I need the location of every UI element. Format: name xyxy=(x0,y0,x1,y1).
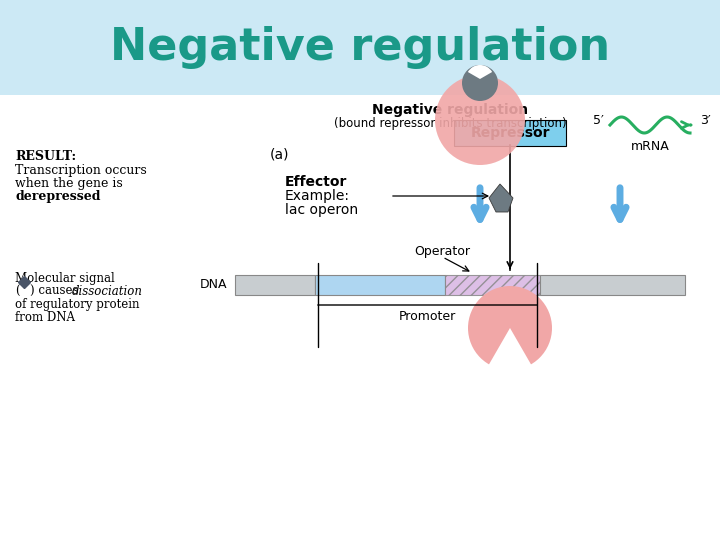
Text: from DNA: from DNA xyxy=(15,311,75,324)
Circle shape xyxy=(435,75,525,165)
Text: Negative regulation: Negative regulation xyxy=(110,26,610,69)
Text: when the gene is: when the gene is xyxy=(15,177,122,190)
Text: mRNA: mRNA xyxy=(631,140,670,153)
Circle shape xyxy=(468,286,552,370)
Text: (bound repressor inhibits transcription): (bound repressor inhibits transcription) xyxy=(333,118,567,131)
Text: Transcription occurs: Transcription occurs xyxy=(15,164,147,177)
Bar xyxy=(235,275,315,295)
Wedge shape xyxy=(488,328,532,372)
Text: Promoter: Promoter xyxy=(399,310,456,323)
Text: lac operon: lac operon xyxy=(285,203,358,217)
Text: ) causes: ) causes xyxy=(30,285,82,298)
Text: derepressed: derepressed xyxy=(15,190,101,203)
Text: 5′: 5′ xyxy=(593,113,604,126)
Text: dissociation: dissociation xyxy=(72,285,143,298)
Text: of regulatory protein: of regulatory protein xyxy=(15,298,140,311)
Text: (a): (a) xyxy=(270,148,289,162)
Text: Negative regulation: Negative regulation xyxy=(372,103,528,117)
Text: Example:: Example: xyxy=(285,189,350,203)
Text: DNA: DNA xyxy=(199,279,227,292)
Wedge shape xyxy=(462,65,498,101)
Bar xyxy=(315,275,445,295)
Wedge shape xyxy=(468,65,492,79)
FancyBboxPatch shape xyxy=(454,120,566,146)
Bar xyxy=(445,275,540,295)
Text: Repressor: Repressor xyxy=(470,126,550,140)
Bar xyxy=(0,0,720,95)
Text: 3′: 3′ xyxy=(700,113,711,126)
Text: Operator: Operator xyxy=(415,245,470,258)
Text: RESULT:: RESULT: xyxy=(15,150,76,163)
Text: Molecular signal: Molecular signal xyxy=(15,272,114,285)
Text: Effector: Effector xyxy=(285,175,347,189)
Polygon shape xyxy=(489,184,513,212)
Bar xyxy=(540,275,685,295)
Text: (: ( xyxy=(15,285,19,298)
